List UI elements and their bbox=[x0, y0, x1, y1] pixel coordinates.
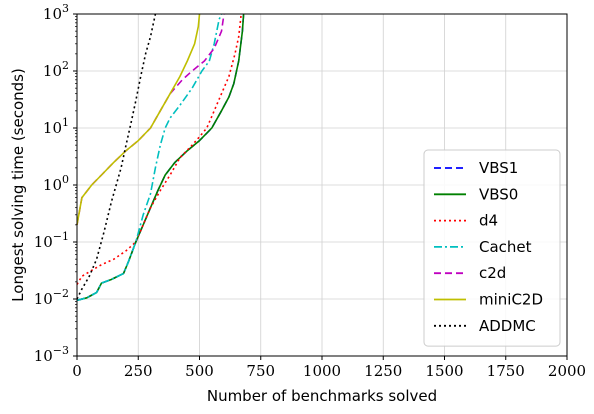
series-line-d4 bbox=[76, 13, 242, 285]
y-tick-label: 101 bbox=[43, 116, 69, 137]
legend-label: ADDMC bbox=[479, 317, 536, 335]
y-tick-label: 103 bbox=[43, 2, 69, 23]
legend-label: Cachet bbox=[479, 238, 532, 256]
x-tick-label: 750 bbox=[246, 362, 275, 380]
y-tick-label: 102 bbox=[43, 59, 69, 80]
y-tick-label: 10−1 bbox=[34, 230, 69, 251]
legend-label: VBS0 bbox=[479, 185, 518, 203]
legend-label: miniC2D bbox=[479, 291, 543, 309]
series-line-vbs1 bbox=[76, 13, 245, 302]
x-axis: 0 250 500 750 1000 1250 1500 1750 2000 bbox=[72, 356, 586, 380]
legend: VBS1 VBS0 d4 Cachet c2d miniC2D ADDMC bbox=[423, 149, 561, 347]
y-tick-label: 100 bbox=[43, 173, 69, 194]
x-tick-label: 1500 bbox=[425, 362, 463, 380]
series-line-addmc bbox=[76, 13, 157, 300]
x-axis-label: Number of benchmarks solved bbox=[207, 387, 437, 405]
x-tick-label: 2000 bbox=[548, 362, 586, 380]
series-layer bbox=[76, 13, 245, 302]
series-line-minic2d bbox=[76, 13, 201, 225]
x-tick-label: 1000 bbox=[303, 362, 341, 380]
legend-box bbox=[423, 149, 561, 347]
legend-label: d4 bbox=[479, 212, 498, 230]
y-axis-label: Longest solving time (seconds) bbox=[9, 68, 27, 302]
legend-label: VBS1 bbox=[479, 159, 518, 177]
legend-label: c2d bbox=[479, 264, 506, 282]
x-tick-label: 250 bbox=[124, 362, 153, 380]
y-axis: 10−3 10−2 10−1 100 101 102 103 bbox=[34, 2, 77, 365]
series-line-cachet bbox=[76, 13, 223, 302]
y-tick-label: 10−3 bbox=[34, 344, 69, 365]
x-tick-label: 500 bbox=[185, 362, 214, 380]
y-tick-label: 10−2 bbox=[34, 287, 69, 308]
x-tick-label: 1750 bbox=[487, 362, 525, 380]
x-tick-label: 1250 bbox=[364, 362, 402, 380]
series-line-vbs0 bbox=[76, 13, 245, 302]
x-tick-label: 0 bbox=[72, 362, 82, 380]
